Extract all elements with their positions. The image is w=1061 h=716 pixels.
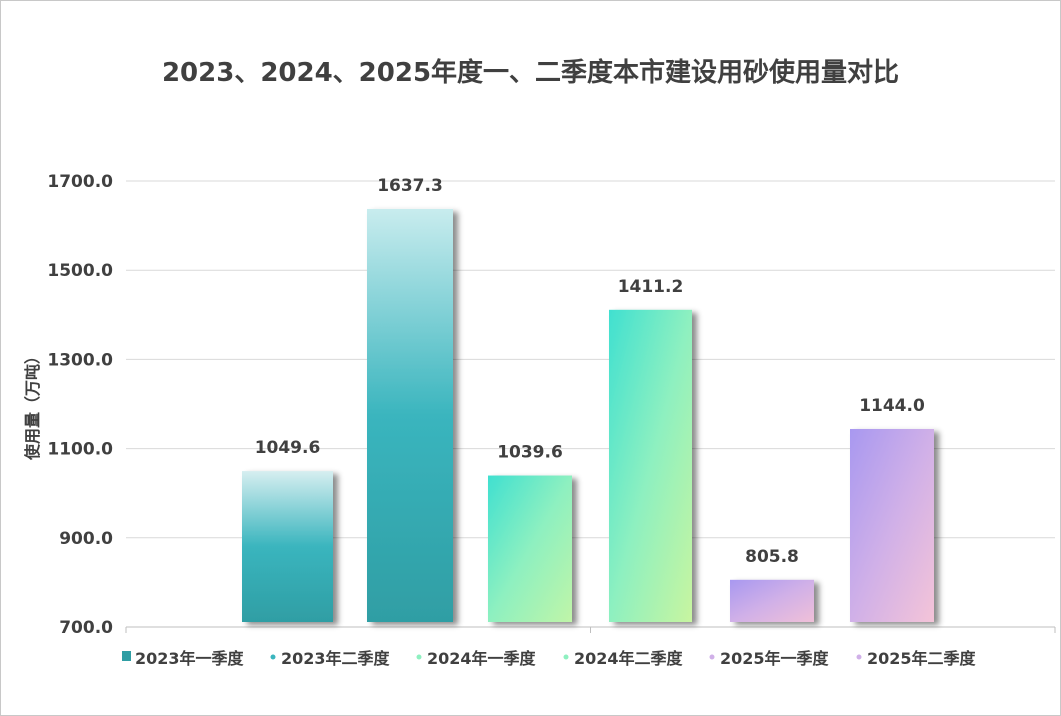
legend-swatch — [563, 654, 569, 660]
y-tick-label: 1300.0 — [47, 350, 113, 370]
bar-2025年一季度 — [730, 579, 814, 622]
legend-label: 2023年二季度 — [281, 649, 391, 668]
y-tick-label: 900.0 — [59, 529, 113, 549]
y-tick-label: 1100.0 — [47, 440, 113, 460]
bar-2024年一季度 — [488, 475, 572, 622]
legend-swatch — [856, 654, 862, 660]
legend-label: 2025年一季度 — [720, 649, 830, 668]
y-tick-label: 700.0 — [59, 618, 113, 638]
bar-2024年二季度 — [609, 309, 692, 622]
legend-label: 2023年一季度 — [135, 649, 245, 668]
legend-label: 2024年二季度 — [574, 649, 684, 668]
legend-swatch — [122, 651, 131, 661]
y-tick-label: 1500.0 — [47, 261, 113, 281]
y-axis-label: 使用量（万吨） — [23, 348, 42, 461]
legend-label: 2025年二季度 — [867, 649, 977, 668]
data-label: 1039.6 — [497, 443, 563, 463]
legend-swatch — [270, 654, 276, 660]
data-label: 1637.3 — [377, 176, 443, 196]
data-label: 1049.6 — [255, 438, 321, 458]
data-label: 1411.2 — [618, 277, 684, 297]
legend-swatch — [416, 654, 422, 660]
bar-2023年二季度 — [367, 208, 453, 622]
data-label: 1144.0 — [859, 396, 925, 416]
legend-swatch — [709, 654, 715, 660]
bar-2025年二季度 — [850, 428, 934, 622]
y-tick-label: 1700.0 — [47, 172, 113, 192]
chart-title: 2023、2024、2025年度一、二季度本市建设用砂使用量对比 — [161, 58, 900, 88]
bar-2023年一季度 — [242, 471, 333, 622]
legend-label: 2024年一季度 — [427, 649, 537, 668]
data-label: 805.8 — [745, 547, 799, 567]
